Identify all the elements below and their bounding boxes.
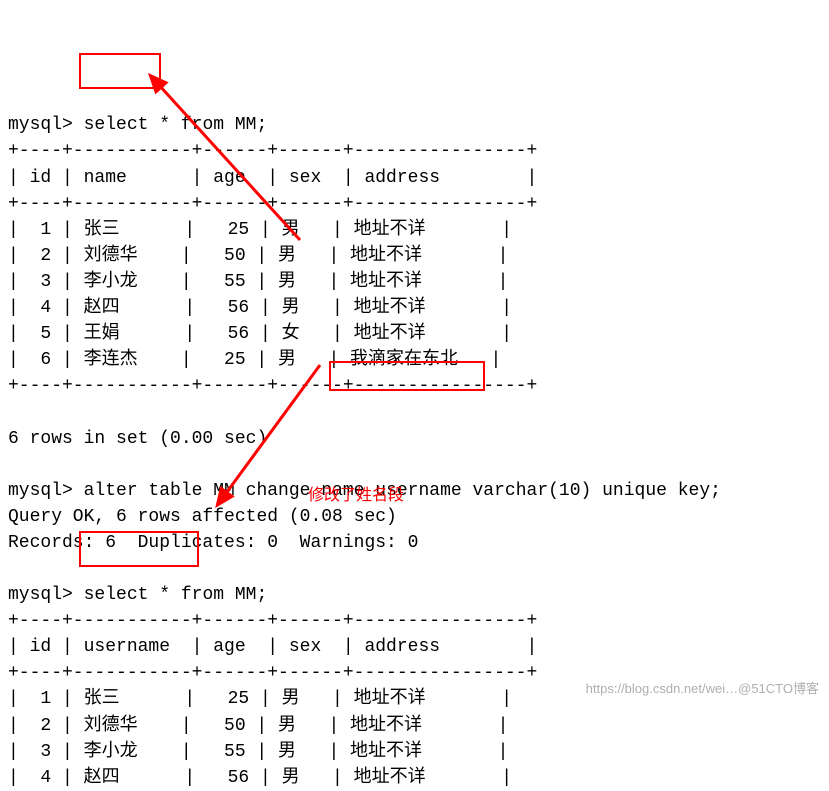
mysql-prompt: mysql> <box>8 115 73 135</box>
sql-query-select2: select * from MM; <box>84 585 268 605</box>
t1-border-top: +----+-----------+------+------+--------… <box>8 141 537 161</box>
sql-query-select1: select * from MM; <box>84 115 268 135</box>
mysql-prompt: mysql> <box>8 585 73 605</box>
t2-border-top: +----+-----------+------+------+--------… <box>8 611 537 631</box>
highlight-name-header <box>79 53 161 89</box>
t1-row: | 3 | 李小龙 | 55 | 男 | 地址不详 | <box>8 272 508 292</box>
t1-row: | 1 | 张三 | 25 | 男 | 地址不详 | <box>8 220 512 240</box>
highlight-alter-mid <box>329 361 485 391</box>
t2-row: | 4 | 赵四 | 56 | 男 | 地址不详 | <box>8 768 512 788</box>
t2-row: | 3 | 李小龙 | 55 | 男 | 地址不详 | <box>8 742 508 762</box>
t2-header: | id | username | age | sex | address | <box>8 637 537 657</box>
watermark-text: https://blog.csdn.net/wei…@51CTO博客 <box>586 680 819 699</box>
highlight-username-header <box>79 531 199 567</box>
t2-row: | 2 | 刘德华 | 50 | 男 | 地址不详 | <box>8 716 508 736</box>
mysql-prompt: mysql> <box>8 481 73 501</box>
sql-alter-suffix: varchar(10) unique key; <box>462 481 721 501</box>
query-ok: Query OK, 6 rows affected (0.08 sec) <box>8 507 397 527</box>
annotation-text: 修改了姓名段 <box>308 484 404 507</box>
t1-row: | 5 | 王娟 | 56 | 女 | 地址不详 | <box>8 324 512 344</box>
sql-alter-prefix: alter table MM change <box>84 481 322 501</box>
t1-header: | id | name | age | sex | address | <box>8 168 537 188</box>
t1-row: | 2 | 刘德华 | 50 | 男 | 地址不详 | <box>8 246 508 266</box>
t2-border-mid: +----+-----------+------+------+--------… <box>8 663 537 683</box>
t1-row: | 4 | 赵四 | 56 | 男 | 地址不详 | <box>8 298 512 318</box>
rows-in-set: 6 rows in set (0.00 sec) <box>8 429 267 449</box>
t2-row: | 1 | 张三 | 25 | 男 | 地址不详 | <box>8 689 512 709</box>
records-line: Records: 6 Duplicates: 0 Warnings: 0 <box>8 533 418 553</box>
t1-border-mid: +----+-----------+------+------+--------… <box>8 194 537 214</box>
